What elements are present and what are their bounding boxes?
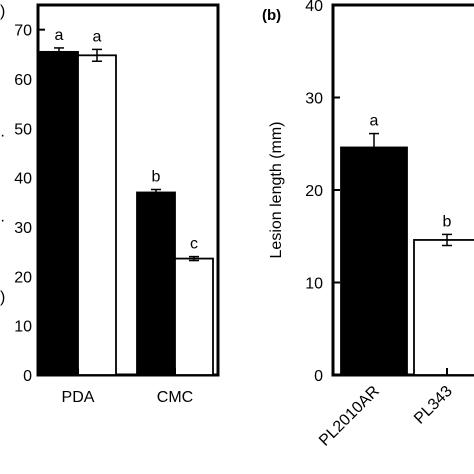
panel-a-cut-ylabel-3: ) bbox=[0, 289, 5, 306]
panel-b-y-tick-label: 10 bbox=[305, 276, 323, 293]
panel-b-x-tick-label: PL343 bbox=[411, 383, 456, 428]
panel-b-significance-letter: b bbox=[443, 213, 452, 230]
panel-a-y-tick-label: 40 bbox=[14, 171, 32, 188]
panel-a-cut-ylabel-2: · bbox=[0, 212, 5, 229]
panel-a-significance-letter: b bbox=[152, 169, 161, 186]
panel-a-x-tick-label: PDA bbox=[62, 389, 95, 406]
panel-b-bar bbox=[413, 239, 474, 376]
panel-a-plot: 0 10 20 30 40 50 60 70 a a PDA b c CMC bbox=[14, 23, 214, 406]
panel-b-y-axis-label: Lesion length (mm) bbox=[268, 122, 285, 259]
panel-a-y-tick-label: 0 bbox=[23, 368, 32, 385]
panel-b-bar bbox=[340, 146, 408, 376]
panel-b-y-tick-label: 0 bbox=[314, 368, 323, 385]
panel-a-y-tick-label: 70 bbox=[14, 23, 32, 40]
panel-b-x-tick-label: PL2010AR bbox=[316, 383, 383, 450]
panel-a-bar bbox=[174, 257, 214, 376]
panel-a-significance-letter: c bbox=[190, 236, 198, 253]
panel-a-y-tick-label: 20 bbox=[14, 269, 32, 286]
panel-a-y-tick-label: 30 bbox=[14, 220, 32, 237]
panel-a-bar bbox=[77, 54, 117, 376]
panel-b-plot: 0 10 20 30 40 a PL2010AR b PL343 bbox=[305, 0, 474, 450]
panel-b-y-tick-label: 30 bbox=[305, 91, 323, 108]
panel-a-bar bbox=[39, 50, 79, 376]
panel-a-cut-ylabel-1: · bbox=[0, 127, 5, 144]
panel-a-significance-letter: a bbox=[55, 27, 64, 44]
panel-a-cut-label: ) bbox=[0, 3, 5, 20]
panel-a-frame bbox=[36, 3, 220, 377]
panel-b-y-tick-label: 40 bbox=[305, 0, 323, 15]
panel-b-label: (b) bbox=[262, 7, 281, 24]
panel-a-bar bbox=[136, 191, 176, 376]
panel-b-y-tick-label: 20 bbox=[305, 183, 323, 200]
panel-a-y-tick-label: 50 bbox=[14, 121, 32, 138]
panel-a-x-tick-label: CMC bbox=[157, 389, 193, 406]
panel-a-y-tick-label: 10 bbox=[14, 319, 32, 336]
panel-a-y-tick-label: 60 bbox=[14, 72, 32, 89]
panel-b-significance-letter: a bbox=[370, 113, 379, 130]
panel-a-significance-letter: a bbox=[93, 28, 102, 45]
